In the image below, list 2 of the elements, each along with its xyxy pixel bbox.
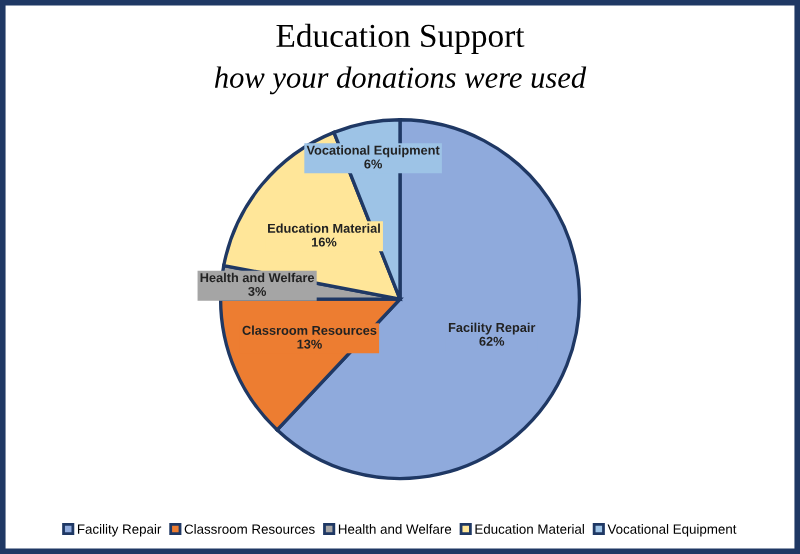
chart-title: Education Support [276, 23, 525, 54]
chart-subtitle: how your donations were used [214, 66, 587, 95]
